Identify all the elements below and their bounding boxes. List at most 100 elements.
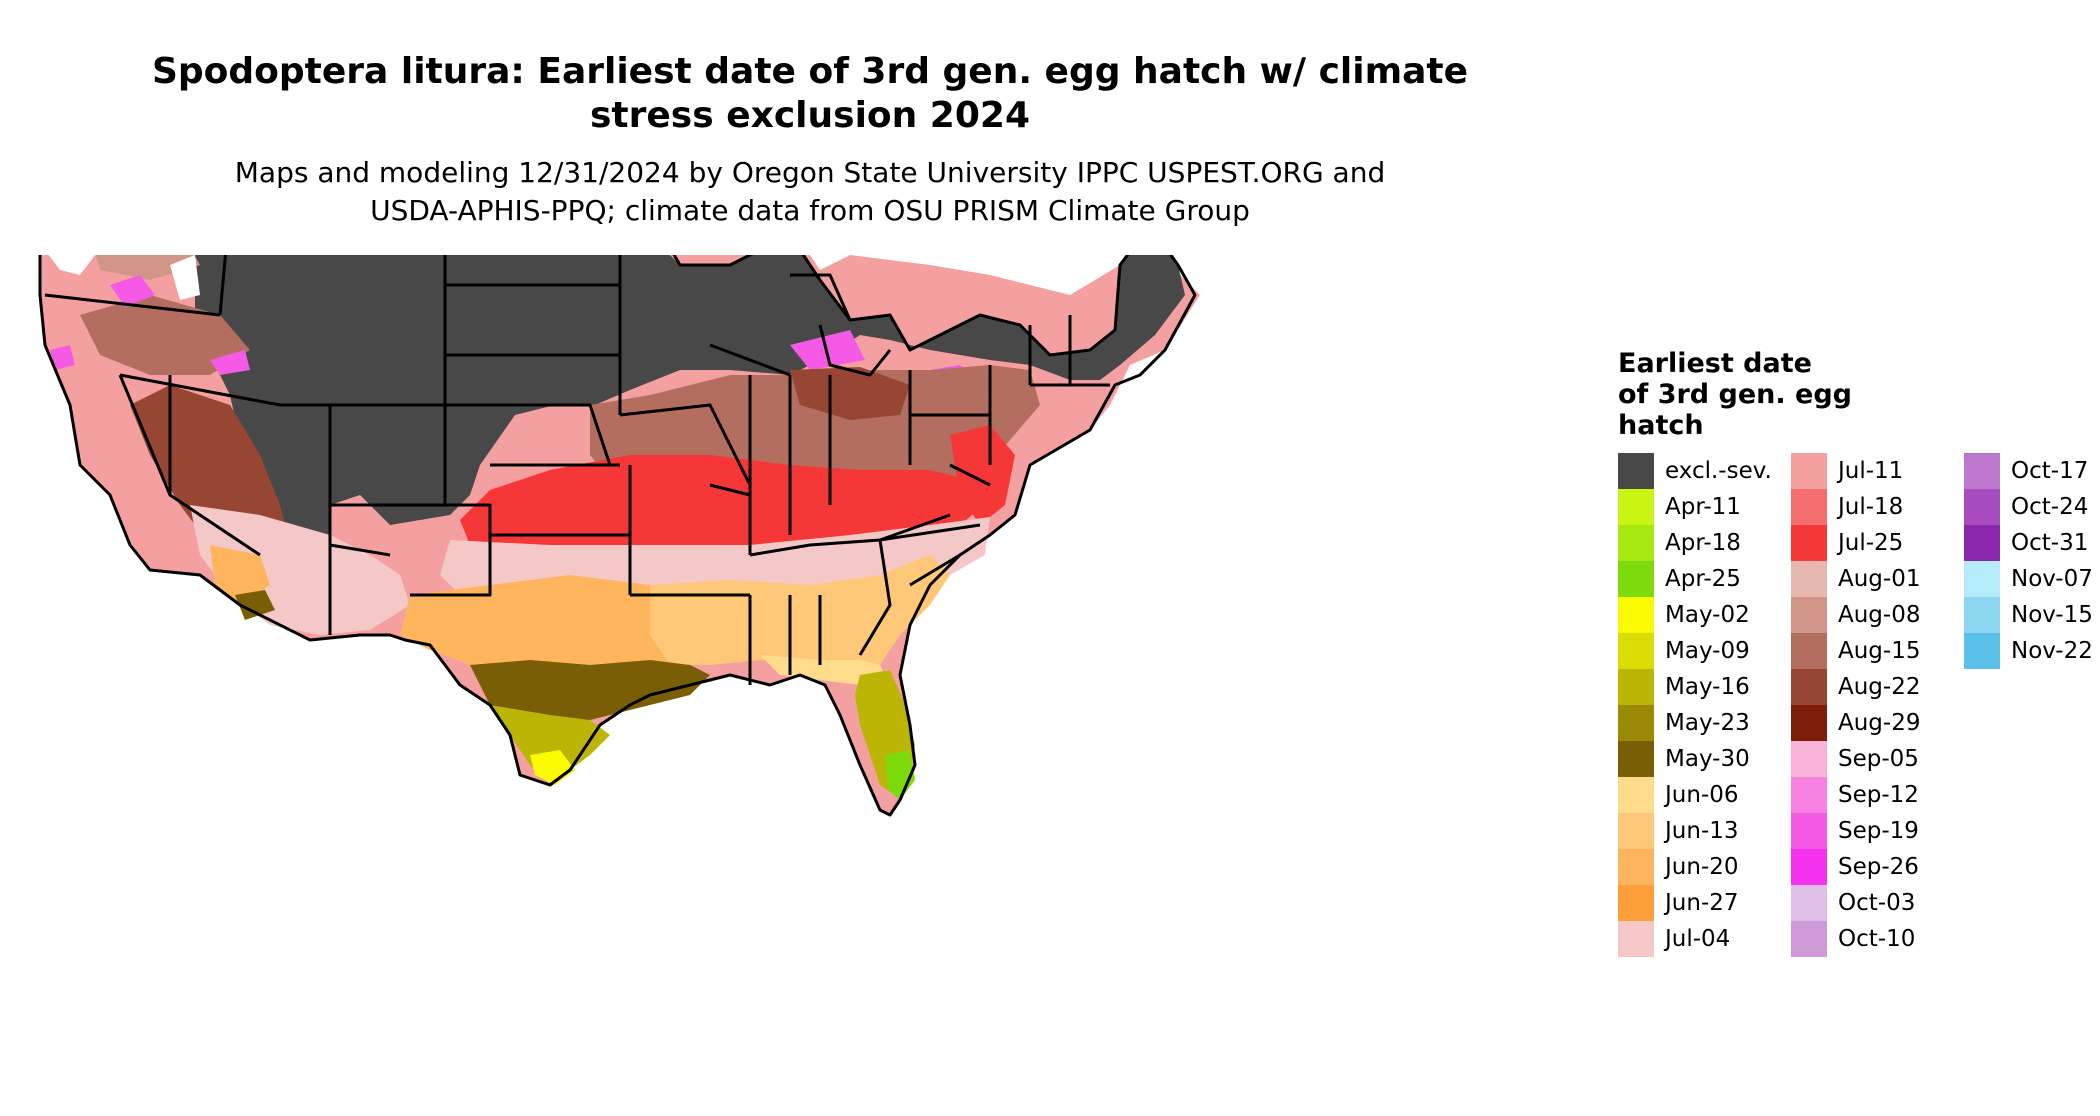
legend-item: Sep-19: [1791, 813, 1919, 849]
legend-swatch: [1791, 525, 1827, 561]
legend-swatch: [1964, 633, 2000, 669]
legend-swatch: [1618, 489, 1654, 525]
legend-swatch: [1791, 849, 1827, 885]
legend-title-line-3: hatch: [1618, 410, 1704, 441]
legend-swatch: [1964, 561, 2000, 597]
legend-item: Sep-12: [1791, 777, 1919, 813]
legend-label: May-30: [1665, 746, 1750, 772]
legend-title-line-2: of 3rd gen. egg: [1618, 379, 1853, 410]
legend-label: Jun-27: [1665, 890, 1739, 916]
legend-label: Oct-17: [2011, 458, 2089, 484]
legend-item: Nov-07: [1964, 561, 2093, 597]
legend-swatch: [1618, 813, 1654, 849]
zone-late-pink-west: [50, 275, 250, 375]
legend-label: Jul-18: [1838, 494, 1904, 520]
legend: Earliest date of 3rd gen. egg hatch excl…: [1618, 348, 2093, 957]
legend-item: Jul-04: [1618, 921, 1730, 957]
legend-swatch: [1618, 453, 1654, 489]
legend-item: May-09: [1618, 633, 1750, 669]
legend-swatch: [1791, 777, 1827, 813]
legend-item: Sep-05: [1791, 741, 1919, 777]
legend-item: Aug-08: [1791, 597, 1920, 633]
legend-swatch: [1791, 885, 1827, 921]
legend-item: Oct-31: [1964, 525, 2088, 561]
zone-washington-patch: [95, 255, 200, 280]
legend-label: Oct-03: [1838, 890, 1916, 916]
zone-florida-panhandle: [760, 655, 890, 685]
legend-swatch: [1964, 525, 2000, 561]
legend-swatch: [1618, 561, 1654, 597]
legend-swatch: [1618, 885, 1654, 921]
legend-label: excl.-sev.: [1665, 458, 1772, 484]
boundary-michigan: [790, 273, 892, 377]
legend-item: Nov-22: [1964, 633, 2093, 669]
legend-item: May-30: [1618, 741, 1750, 777]
zone-south-florida: [885, 750, 915, 800]
legend-item: Aug-01: [1791, 561, 1920, 597]
legend-swatch: [1618, 849, 1654, 885]
legend-item: Oct-03: [1791, 885, 1915, 921]
legend-title-line-1: Earliest date: [1618, 348, 1812, 379]
legend-item: Nov-15: [1964, 597, 2093, 633]
map-title: Spodoptera litura: Earliest date of 3rd …: [120, 50, 1500, 138]
legend-swatch: [1618, 741, 1654, 777]
legend-item: Oct-17: [1964, 453, 2088, 489]
legend-swatch: [1791, 921, 1827, 957]
zone-southeast: [650, 555, 950, 665]
map-title-line-1: Spodoptera litura: Earliest date of 3rd …: [151, 51, 1469, 92]
legend-swatch: [1964, 489, 2000, 525]
legend-label: May-23: [1665, 710, 1750, 736]
legend-swatch: [1791, 741, 1827, 777]
legend-label: Nov-07: [2011, 566, 2093, 592]
legend-swatch: [1791, 453, 1827, 489]
legend-item: May-23: [1618, 705, 1750, 741]
legend-label: Jul-04: [1665, 926, 1731, 952]
legend-item: May-02: [1618, 597, 1750, 633]
legend-item: May-16: [1618, 669, 1750, 705]
legend-label: Jun-13: [1665, 818, 1739, 844]
state-boundaries: [38, 255, 1197, 817]
legend-label: Oct-10: [1838, 926, 1916, 952]
legend-item: Sep-26: [1791, 849, 1919, 885]
legend-label: Nov-15: [2011, 602, 2093, 628]
zone-desert-olive: [235, 590, 275, 620]
boundary-west-lines: [44, 255, 630, 635]
legend-label: Jul-25: [1838, 530, 1904, 556]
legend-swatch: [1791, 633, 1827, 669]
legend-swatch: [1618, 777, 1654, 813]
legend-swatch: [1618, 921, 1654, 957]
legend-swatch: [1964, 597, 2000, 633]
legend-item: Apr-11: [1618, 489, 1741, 525]
boundary-midwest-lines: [619, 343, 951, 685]
legend-swatch: [1618, 633, 1654, 669]
legend-item: Jun-20: [1618, 849, 1739, 885]
legend-item: Apr-25: [1618, 561, 1741, 597]
boundary-plains-lines: [443, 255, 750, 597]
legend-swatch: [1791, 561, 1827, 597]
legend-swatch: [1791, 705, 1827, 741]
legend-item: Jun-13: [1618, 813, 1739, 849]
legend-label: Sep-12: [1838, 782, 1919, 808]
map-subtitle: Maps and modeling 12/31/2024 by Oregon S…: [120, 154, 1500, 230]
legend-item: Apr-18: [1618, 525, 1741, 561]
legend-label: Aug-08: [1838, 602, 1921, 628]
legend-label: Sep-26: [1838, 854, 1919, 880]
zone-desert-orange: [210, 545, 270, 605]
legend-label: Aug-29: [1838, 710, 1921, 736]
legend-label: May-09: [1665, 638, 1750, 664]
legend-swatch: [1964, 453, 2000, 489]
legend-label: Aug-01: [1838, 566, 1921, 592]
legend-label: May-16: [1665, 674, 1750, 700]
map-title-line-2: stress exclusion 2024: [590, 95, 1030, 136]
legend-item: Jun-27: [1618, 885, 1739, 921]
boundary-east-lines: [879, 315, 1110, 587]
legend-title: Earliest date of 3rd gen. egg hatch: [1618, 348, 1878, 441]
legend-swatch: [1791, 813, 1827, 849]
zone-no-data-northwest: [48, 255, 200, 300]
legend-item: Jul-25: [1791, 525, 1903, 561]
zone-excluded-north: [195, 255, 1185, 555]
legend-item: Oct-24: [1964, 489, 2088, 525]
map-subtitle-line-2: USDA-APHIS-PPQ; climate data from OSU PR…: [370, 194, 1250, 227]
zone-gulf-coast: [470, 660, 710, 725]
legend-item: Aug-29: [1791, 705, 1920, 741]
